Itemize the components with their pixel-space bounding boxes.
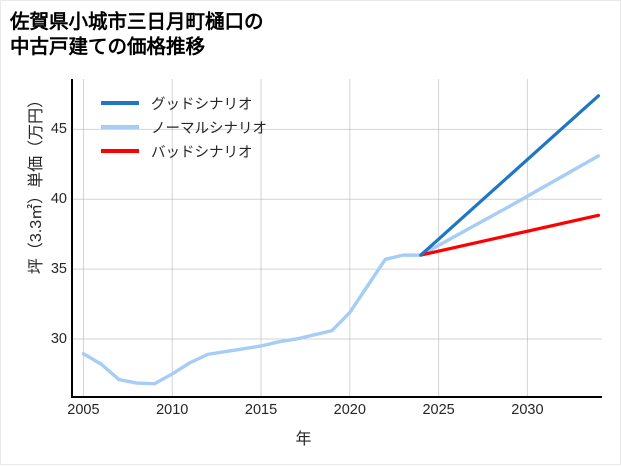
x-tick-label: 2030 [511, 402, 544, 418]
x-axis-spine [71, 396, 602, 398]
x-tick-label: 2015 [244, 402, 278, 418]
legend-swatch-normal [101, 125, 139, 129]
legend-label-normal: ノーマルシナリオ [151, 120, 267, 137]
legend-label-good: グッドシナリオ [151, 96, 253, 113]
x-tick-label: 2005 [67, 402, 100, 418]
x-axis-label-text: 年 [295, 431, 312, 448]
y-axis-label: 坪（3.3㎡）単価（万円） [28, 91, 45, 275]
legend-swatch-bad [101, 149, 139, 153]
legend-item-good: グッドシナリオ [101, 91, 331, 115]
x-tick-label: 2010 [156, 402, 189, 418]
legend-item-normal: ノーマルシナリオ [101, 115, 331, 139]
y-tick-label: 40 [50, 191, 67, 208]
legend-item-bad: バッドシナリオ [101, 139, 331, 163]
y-tick-label: 45 [50, 121, 67, 138]
chart-canvas [71, 79, 602, 397]
chart-legend: グッドシナリオ ノーマルシナリオ バッドシナリオ [101, 91, 331, 163]
chart-title: 佐賀県小城市三日月町樋口の 中古戸建ての価格推移 [10, 11, 264, 58]
legend-swatch-good [101, 101, 139, 105]
y-axis-spine [71, 79, 73, 398]
x-axis-label: 年 [1, 425, 621, 449]
plot-area [71, 79, 602, 397]
y-tick-label: 35 [50, 261, 67, 278]
x-tick-label: 2025 [422, 402, 455, 418]
y-axis-ticks: 30 35 40 45 [1, 1, 67, 466]
y-tick-label: 30 [50, 330, 67, 347]
x-tick-label: 2020 [333, 402, 366, 418]
legend-label-bad: バッドシナリオ [151, 144, 253, 161]
